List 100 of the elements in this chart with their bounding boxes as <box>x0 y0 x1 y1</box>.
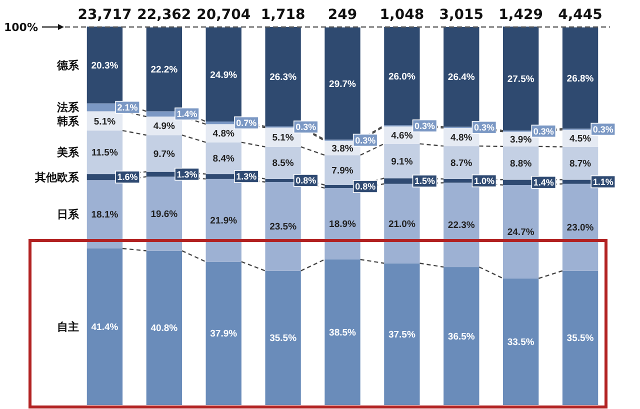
data-label: 35.5% <box>566 333 594 344</box>
data-label: 37.9% <box>210 328 238 340</box>
text: 1,048 <box>380 7 424 23</box>
data-label: 0.7% <box>236 118 257 128</box>
data-label: 1.3% <box>176 169 198 180</box>
data-label: 26.8% <box>566 73 594 84</box>
data-label: 1.6% <box>117 172 138 182</box>
data-label: 0.8% <box>355 182 376 192</box>
series-label: 德系 <box>56 58 80 72</box>
data-label: 4.8% <box>450 132 473 144</box>
data-label: 3.8% <box>332 143 354 154</box>
data-label: 1.4% <box>176 109 198 120</box>
data-label: 9.1% <box>391 156 414 168</box>
data-label: 0.3% <box>533 126 554 136</box>
data-label: 5.1% <box>94 116 116 128</box>
bar <box>324 259 360 405</box>
text: 22,362 <box>137 7 192 23</box>
text: 249 <box>328 7 358 23</box>
text: 20,704 <box>196 7 251 23</box>
text: 4,445 <box>558 7 602 23</box>
data-label: 26.3% <box>270 72 298 84</box>
data-label: 9.7% <box>153 148 176 160</box>
data-label: 26.4% <box>448 72 476 84</box>
data-label: 21.0% <box>388 218 416 230</box>
bar <box>562 270 598 405</box>
data-label: 1.4% <box>533 178 554 188</box>
data-label: 11.5% <box>92 148 118 159</box>
text: 23,717 <box>78 7 132 23</box>
series-label: 韩系 <box>56 114 80 128</box>
data-label: 3.9% <box>510 134 532 146</box>
data-label: 23.0% <box>566 222 594 234</box>
data-label: 38.5% <box>329 328 357 339</box>
series-label: 自主 <box>56 320 79 334</box>
data-label: 40.8% <box>150 323 178 334</box>
text: 1,718 <box>260 7 306 23</box>
bar <box>444 182 480 268</box>
bar <box>86 130 123 174</box>
text: 1,429 <box>498 7 543 23</box>
data-label: 0.8% <box>296 176 316 186</box>
data-label: 1.1% <box>592 176 614 187</box>
bar <box>384 144 420 178</box>
data-label: 1.3% <box>236 172 257 182</box>
data-label: 4.8% <box>212 128 235 140</box>
series-label: 其他欧系 <box>34 170 80 184</box>
data-label: 0.3% <box>355 135 376 146</box>
data-label: 5.1% <box>272 132 294 144</box>
bar <box>86 26 123 104</box>
ref-line-label: 100% <box>4 20 38 34</box>
data-label: 24.9% <box>210 70 238 81</box>
series-label: 美系 <box>56 146 80 160</box>
data-label: 35.5% <box>270 333 298 344</box>
data-label: 18.9% <box>329 219 357 230</box>
data-label: 8.4% <box>212 153 235 164</box>
data-label: 4.6% <box>391 130 414 142</box>
bar <box>384 184 420 264</box>
bar <box>384 263 420 405</box>
series-label: 日系 <box>56 208 80 222</box>
data-label: 37.5% <box>388 329 416 340</box>
data-label: 22.3% <box>448 220 476 232</box>
bar <box>324 188 360 260</box>
data-label: 33.5% <box>507 337 535 348</box>
bar <box>206 178 242 262</box>
data-label: 4.5% <box>569 134 592 145</box>
bar <box>444 146 480 179</box>
bar <box>562 184 598 271</box>
data-label: 27.5% <box>507 74 535 85</box>
bar <box>86 180 123 249</box>
data-label: 2.1% <box>117 102 138 112</box>
data-label: 0.3% <box>296 122 316 132</box>
data-label: 29.7% <box>329 78 357 90</box>
data-label: 0.3% <box>474 122 494 133</box>
data-label: 8.5% <box>272 158 294 170</box>
data-label: 0.3% <box>414 120 436 131</box>
data-label: 21.9% <box>210 216 238 227</box>
data-label: 24.7% <box>507 227 535 238</box>
bar <box>206 262 242 405</box>
bar <box>146 27 182 112</box>
bar <box>444 267 480 405</box>
bar <box>146 250 182 405</box>
data-label: 19.6% <box>150 209 178 220</box>
data-label: 8.8% <box>510 158 532 170</box>
bar <box>503 278 539 405</box>
data-label: 26.0% <box>388 71 416 82</box>
data-label: 8.7% <box>569 158 592 170</box>
data-label: 41.4% <box>91 322 119 334</box>
bar <box>146 135 182 172</box>
bar <box>86 248 123 405</box>
bar <box>503 185 539 278</box>
text: 3,015 <box>439 7 484 23</box>
data-label: 4.9% <box>153 121 176 132</box>
data-label: 20.3% <box>91 60 119 72</box>
data-label: 23.5% <box>270 222 298 233</box>
data-label: 1.0% <box>474 176 494 186</box>
series-label: 法系 <box>56 101 80 114</box>
bar <box>265 270 301 405</box>
data-label: 36.5% <box>448 331 476 342</box>
data-label: 8.7% <box>450 158 473 169</box>
data-label: 18.1% <box>91 210 119 221</box>
data-label: 7.9% <box>332 165 354 176</box>
bar <box>146 176 182 251</box>
